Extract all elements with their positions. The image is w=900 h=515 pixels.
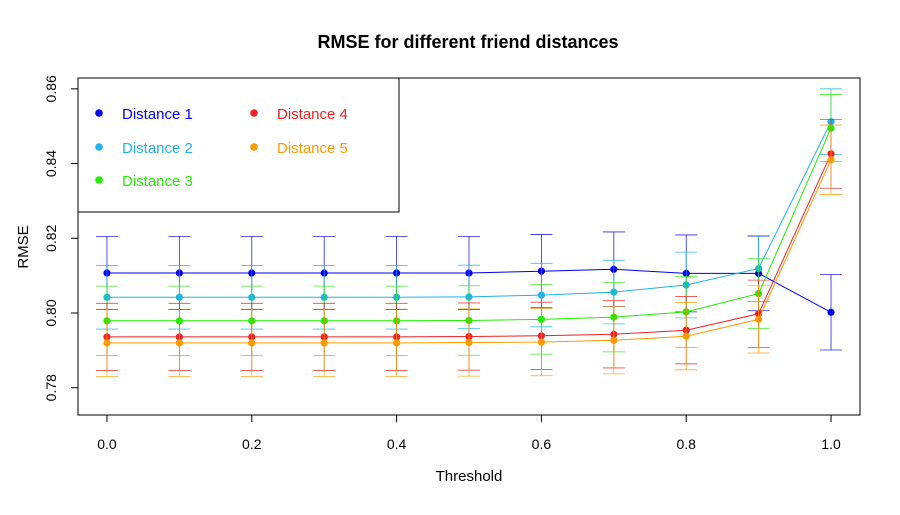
legend-marker — [250, 109, 258, 117]
legend-marker — [250, 143, 258, 151]
series-layer — [95, 88, 843, 377]
x-tick-label: 0.6 — [532, 436, 552, 452]
legend-label: Distance 5 — [277, 140, 348, 157]
x-tick-label: 0.2 — [242, 436, 262, 452]
data-point — [103, 339, 111, 347]
data-point — [610, 336, 618, 344]
x-tick-label: 1.0 — [821, 436, 841, 452]
y-axis-label: RMSE — [15, 225, 32, 268]
data-point — [465, 338, 473, 347]
series-5 — [95, 124, 843, 377]
data-point — [755, 315, 763, 323]
legend: Distance 1 Distance 2 Distance 3 Distance 4… — [77, 77, 400, 213]
legend-label: Distance 3 — [122, 173, 193, 190]
legend-label: Distance 1 — [122, 106, 193, 123]
data-point — [248, 339, 256, 347]
plot-frame — [77, 77, 861, 416]
data-point — [682, 332, 690, 340]
y-tick-label: 0.80 — [43, 299, 59, 326]
y-tick-label: 0.82 — [43, 224, 59, 251]
legend-marker — [95, 109, 103, 117]
chart-title: RMSE for different friend distances — [317, 32, 618, 52]
y-axis: 0.78 0.80 0.82 0.84 0.86 — [43, 75, 78, 401]
data-point — [175, 339, 183, 347]
legend-label: Distance 4 — [277, 106, 348, 123]
y-tick-label: 0.86 — [43, 75, 59, 102]
x-tick-label: 0.4 — [387, 436, 407, 452]
legend-marker — [95, 176, 103, 184]
y-tick-label: 0.78 — [43, 374, 59, 401]
legend-label: Distance 2 — [122, 140, 193, 157]
data-point — [392, 339, 401, 347]
legend-marker — [95, 143, 103, 151]
x-tick-label: 0.0 — [97, 436, 117, 452]
legend-box — [77, 77, 400, 213]
x-tick-label: 0.8 — [676, 436, 696, 452]
x-axis: 0.0 0.2 0.4 0.6 0.8 1.0 — [97, 415, 841, 452]
data-point — [320, 339, 328, 347]
data-point — [537, 338, 546, 346]
data-point — [827, 156, 835, 164]
x-axis-label: Threshold — [436, 468, 503, 485]
y-tick-label: 0.84 — [43, 150, 59, 177]
data-point — [827, 308, 835, 316]
